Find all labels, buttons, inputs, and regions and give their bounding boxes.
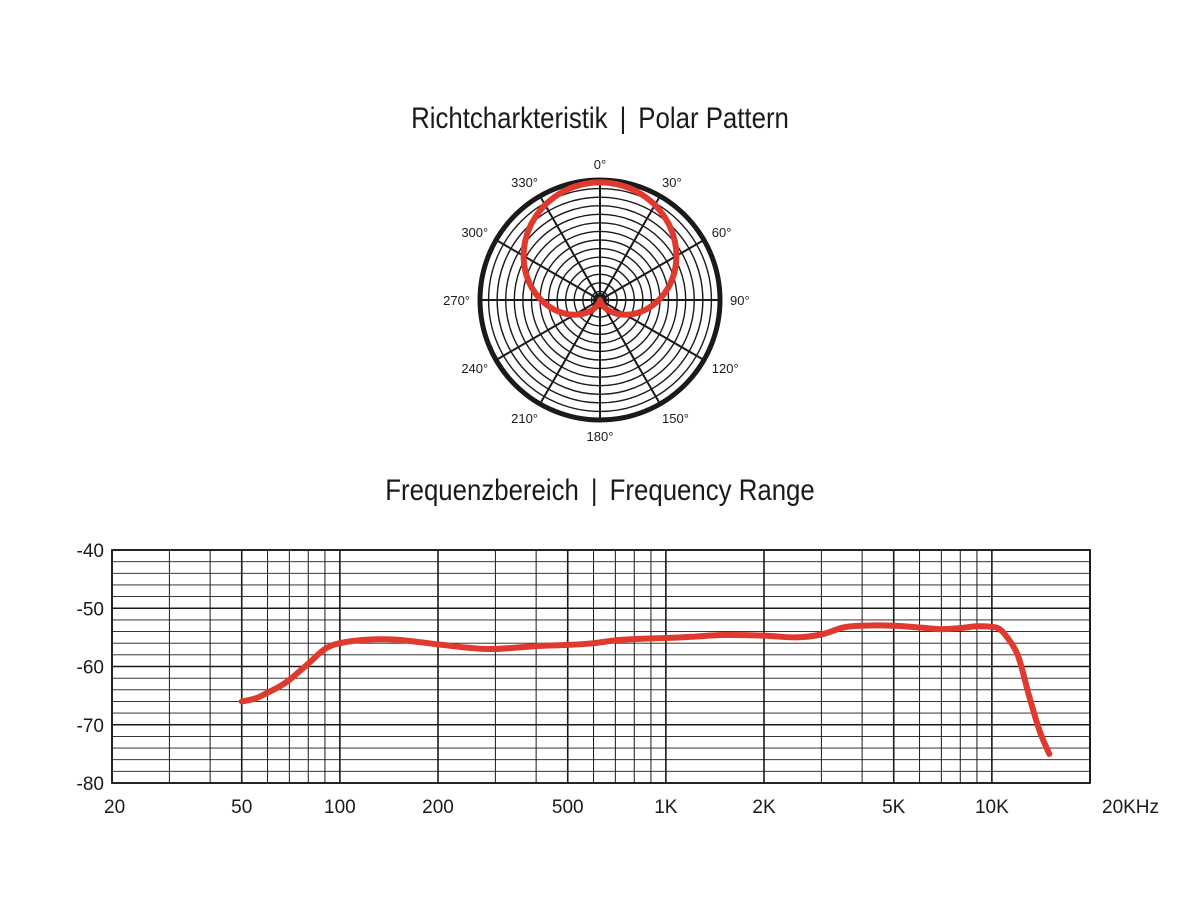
polar-angle-label: 150° [662, 411, 689, 426]
freq-x-tick-label: 20KHz [1102, 797, 1159, 818]
freq-title-separator: | [590, 474, 598, 507]
polar-angle-label: 270° [443, 293, 470, 308]
polar-title-de: Richtcharkteristik [411, 102, 608, 135]
freq-grid-major [111, 549, 1091, 784]
freq-x-tick-label: 5K [882, 797, 906, 818]
polar-angle-labels: 0° 30° 60° 90° 120° 150° 180° 210° 240° 270° 300° 3… [443, 160, 750, 444]
polar-spoke [495, 299, 601, 361]
polar-angle-label: 30° [662, 175, 682, 190]
freq-y-tick-label: -50 [77, 599, 104, 620]
freq-x-tick-label: 500 [552, 797, 584, 818]
polar-pattern-title: Richtcharkteristik | Polar Pattern [84, 102, 1116, 136]
freq-title-de: Frequenzbereich [385, 474, 579, 507]
polar-spoke [599, 239, 705, 301]
polar-angle-label: 210° [511, 411, 538, 426]
polar-spoke [539, 195, 601, 301]
freq-x-tick-label: 10K [975, 797, 1009, 818]
freq-x-tick-label: 50 [231, 797, 252, 818]
freq-x-tick-label: 200 [422, 797, 454, 818]
freq-y-tick-label: -40 [77, 541, 104, 562]
polar-title-separator: | [619, 102, 627, 135]
freq-y-tick-label: -70 [77, 716, 104, 737]
frequency-range-title: Frequenzbereich | Frequency Range [84, 474, 1116, 508]
polar-title-en: Polar Pattern [638, 102, 789, 135]
polar-angle-label: 240° [461, 361, 488, 376]
polar-angle-label: 120° [712, 361, 739, 376]
polar-spoke [599, 299, 705, 361]
polar-angle-label: 300° [461, 225, 488, 240]
polar-angle-label: 0° [594, 160, 606, 172]
polar-angle-label: 180° [587, 429, 614, 444]
polar-pattern-chart: 0° 30° 60° 90° 120° 150° 180° 210° 240° 270° 300° 3… [443, 160, 750, 444]
freq-x-tick-label: 100 [324, 797, 356, 818]
frequency-response-chart: -40-50-60-70-80 20 50 100 200 500 1K 2K 5K 10K 20… [77, 541, 1160, 818]
freq-y-tick-labels: -40 -50 -60 -70 -80 [77, 541, 104, 795]
polar-angle-label: 60° [712, 225, 732, 240]
polar-angle-label: 330° [511, 175, 538, 190]
freq-y-tick-label: -60 [77, 658, 104, 679]
frequency-response-curve [238, 622, 1053, 757]
freq-title-en: Frequency Range [609, 474, 815, 507]
polar-spoke [495, 239, 601, 301]
freq-x-tick-label: 2K [752, 797, 776, 818]
polar-spoke [539, 299, 601, 405]
freq-y-tick-label: -80 [77, 774, 104, 795]
freq-grid-minor [112, 550, 1090, 783]
freq-x-tick-label: 20 [104, 797, 125, 818]
polar-spoke [599, 195, 661, 301]
freq-x-tick-labels: 20 50 100 200 500 1K 2K 5K 10K 20KHz [104, 797, 1159, 818]
polar-angle-label: 90° [730, 293, 750, 308]
freq-plot-frame [111, 549, 1091, 784]
polar-cardioid-curve [520, 179, 680, 318]
polar-spoke [599, 299, 661, 405]
freq-x-tick-label: 1K [654, 797, 678, 818]
